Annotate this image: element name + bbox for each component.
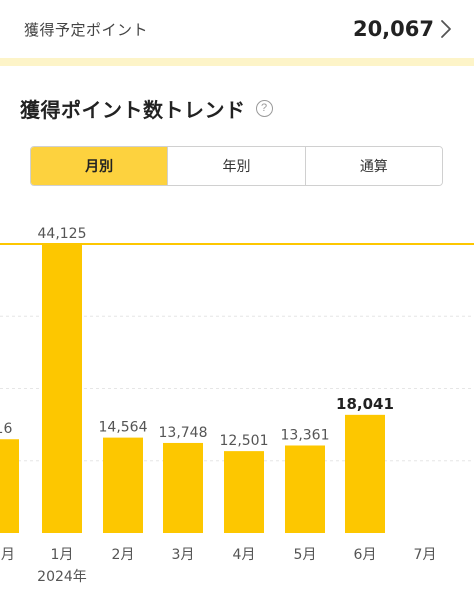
x-tick-label: 12月 (0, 547, 15, 563)
bar-value-label: 316 (0, 421, 12, 437)
tab-total[interactable]: 通算 (304, 147, 442, 185)
bar-value-label: 18,041 (336, 395, 394, 413)
tab-monthly[interactable]: 月別 (31, 147, 168, 185)
tab-yearly[interactable]: 年別 (167, 147, 305, 185)
bar-value-label: 13,748 (159, 425, 208, 441)
chevron-right-icon (441, 20, 451, 38)
bar-value-label: 44,125 (38, 226, 87, 242)
chart-bar[interactable] (224, 451, 264, 533)
x-tick-label: 1月 (51, 547, 74, 563)
x-tick-label: 2月 (112, 547, 135, 563)
section-title: 獲得ポイント数トレンド (20, 97, 246, 122)
bar-value-label: 13,361 (281, 427, 330, 443)
x-tick-label: 4月 (233, 547, 256, 563)
question-circle-icon[interactable]: ? (255, 99, 273, 117)
trend-section-header: 獲得ポイント数トレンド ? (20, 92, 273, 124)
chart-bar[interactable] (0, 439, 19, 533)
scheduled-points-value: 20,067 (352, 17, 434, 41)
chart-bar[interactable] (103, 437, 143, 533)
scheduled-points-link[interactable]: 20,067 (353, 17, 452, 41)
x-year-label: 2024年 (37, 569, 87, 585)
bar-value-label: 12,501 (220, 433, 269, 449)
x-tick-label: 7月 (414, 547, 437, 563)
period-tabs: 月別 年別 通算 (30, 146, 443, 186)
points-summary-row[interactable]: 獲得予定ポイント 20,067 (0, 0, 474, 58)
bar-value-label: 14,564 (99, 420, 148, 436)
chart-bar[interactable] (345, 414, 385, 533)
chart-bar[interactable] (163, 442, 203, 533)
section-divider-band (0, 58, 474, 66)
x-tick-label: 5月 (294, 547, 317, 563)
points-trend-chart[interactable]: 316 12月 44,125 1月 14,564 2月 13,748 3月 12,501 4月 13… (0, 200, 474, 599)
chart-bar[interactable] (285, 445, 325, 533)
chart-bar[interactable] (42, 244, 82, 533)
scheduled-points-label: 獲得予定ポイント (24, 20, 149, 39)
x-tick-label: 3月 (172, 547, 195, 563)
x-tick-label: 6月 (354, 547, 377, 563)
